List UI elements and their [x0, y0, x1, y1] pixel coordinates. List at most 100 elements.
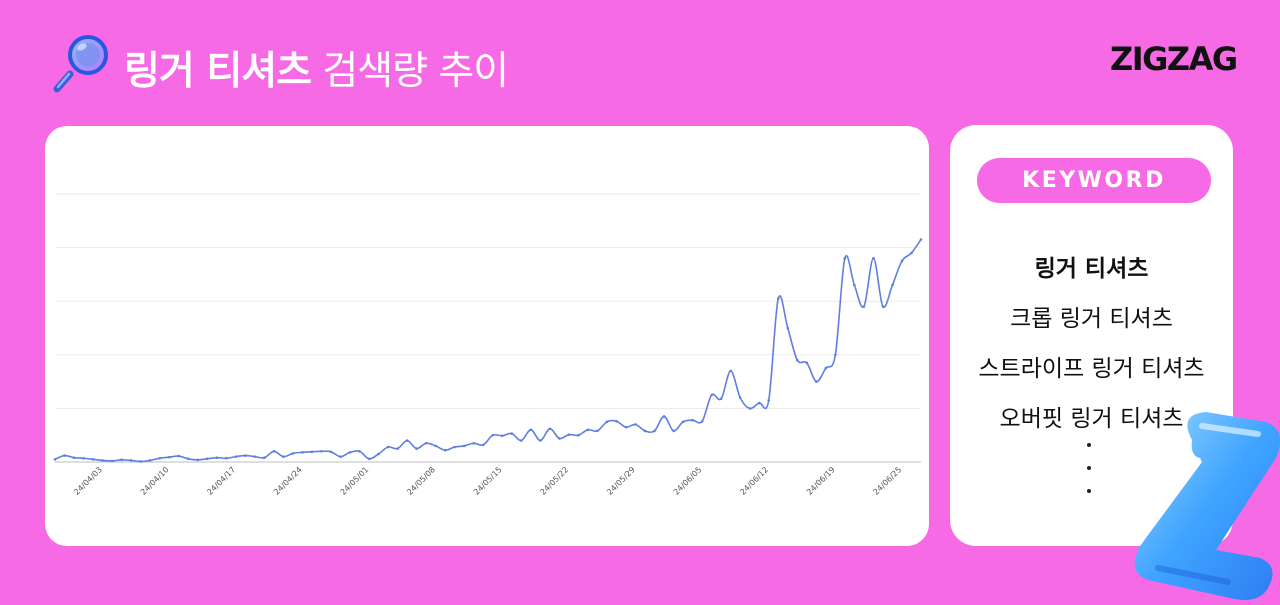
keyword-list: 링거 티셔츠 크롭 링거 티셔츠 스트라이프 링거 티셔츠 오버핏 링거 티셔츠 — [950, 249, 1233, 449]
data-point — [691, 418, 694, 422]
data-point — [424, 441, 428, 445]
data-point — [472, 441, 476, 445]
data-point — [862, 305, 866, 308]
zigzag-z-icon — [1134, 412, 1280, 600]
keyword-badge: KEYWORD — [977, 158, 1211, 203]
data-point — [234, 455, 238, 458]
data-point — [282, 455, 285, 458]
data-point — [434, 444, 437, 448]
keyword-card: KEYWORD 링거 티셔츠 크롭 링거 티셔츠 스트라이프 링거 티셔츠 오버… — [950, 125, 1233, 546]
data-point — [815, 380, 818, 383]
data-point — [872, 257, 875, 260]
data-point — [577, 433, 580, 437]
data-point — [700, 419, 704, 423]
data-point — [215, 456, 219, 460]
data-point — [853, 283, 856, 287]
zigzag-logo: ZIGZAG — [1110, 40, 1238, 78]
data-point — [748, 407, 751, 410]
data-point — [348, 451, 352, 454]
data-point — [91, 458, 95, 461]
data-point — [367, 457, 371, 461]
data-point — [386, 445, 390, 449]
data-point — [681, 420, 685, 424]
data-point — [177, 454, 181, 458]
x-tick-label: 24/04/17 — [205, 465, 237, 497]
data-point — [834, 353, 837, 357]
data-point — [539, 439, 542, 442]
keyword-item: 스트라이프 링거 티셔츠 — [978, 356, 1205, 382]
data-point — [244, 454, 247, 457]
data-point — [291, 452, 295, 455]
data-point — [558, 437, 561, 440]
data-point — [500, 434, 504, 438]
x-tick-label: 24/05/22 — [539, 465, 571, 497]
data-point — [596, 429, 599, 433]
data-point — [377, 452, 380, 456]
data-point — [710, 393, 713, 397]
x-tick-label: 24/05/01 — [339, 465, 371, 497]
x-tick-label: 24/06/19 — [805, 465, 837, 497]
x-tick-label: 24/05/29 — [605, 465, 637, 497]
data-point — [253, 455, 257, 458]
data-point — [101, 459, 104, 462]
data-point — [919, 238, 923, 241]
data-point — [272, 449, 276, 453]
search-volume-chart: 24/04/03 24/04/10 24/04/17 24/04/24 24/05/01… — [53, 193, 923, 497]
data-point — [824, 366, 828, 370]
data-point — [634, 423, 637, 426]
data-point — [186, 457, 190, 461]
data-point — [529, 428, 533, 432]
data-point — [443, 448, 447, 452]
data-point — [415, 447, 418, 450]
data-point — [310, 450, 314, 454]
data-point — [520, 439, 523, 442]
data-point — [158, 456, 161, 460]
title-keyword: 링거 티셔츠 — [124, 49, 312, 94]
data-point — [129, 459, 133, 462]
data-point — [110, 459, 114, 463]
data-point — [462, 444, 466, 448]
data-point — [453, 445, 456, 449]
data-point — [910, 251, 913, 255]
data-point — [672, 429, 675, 433]
data-point — [53, 458, 57, 461]
data-point — [167, 455, 171, 459]
data-point — [301, 451, 304, 454]
data-point — [329, 450, 333, 454]
x-tick-label: 24/04/10 — [139, 465, 171, 497]
x-tick-label: 24/05/08 — [405, 465, 437, 497]
data-point — [120, 458, 123, 462]
title-suffix: 검색량 추이 — [322, 49, 509, 94]
data-point — [72, 456, 76, 460]
data-point — [320, 449, 323, 453]
keyword-item: 오버핏 링거 티셔츠 — [999, 406, 1184, 432]
chart-card: 24/04/03 24/04/10 24/04/17 24/04/24 24/05/01… — [45, 126, 929, 546]
data-point — [653, 429, 656, 433]
data-point — [738, 396, 742, 399]
data-point — [510, 432, 514, 435]
data-point — [548, 427, 552, 431]
data-point — [757, 401, 761, 405]
page-title: 링거 티셔츠 검색량 추이 — [124, 40, 509, 96]
data-point — [662, 415, 666, 418]
data-point — [776, 297, 780, 300]
data-point — [148, 459, 152, 462]
data-point — [63, 454, 66, 457]
x-tick-label: 24/05/15 — [472, 465, 504, 497]
vertical-ellipsis-icon — [1087, 443, 1093, 512]
data-point — [795, 358, 799, 362]
data-point — [643, 429, 647, 433]
data-point — [339, 455, 342, 458]
data-point — [481, 443, 485, 447]
data-point — [567, 433, 571, 436]
x-tick-label: 24/04/03 — [72, 465, 104, 497]
data-point — [805, 361, 809, 365]
keyword-item: 크롭 링거 티셔츠 — [1010, 306, 1173, 332]
data-point — [82, 456, 85, 460]
x-tick-label: 24/06/25 — [872, 465, 904, 497]
data-point — [225, 456, 228, 460]
data-point — [900, 259, 904, 263]
data-point — [405, 439, 409, 442]
magnifier-icon — [53, 35, 108, 93]
data-point — [263, 456, 266, 460]
